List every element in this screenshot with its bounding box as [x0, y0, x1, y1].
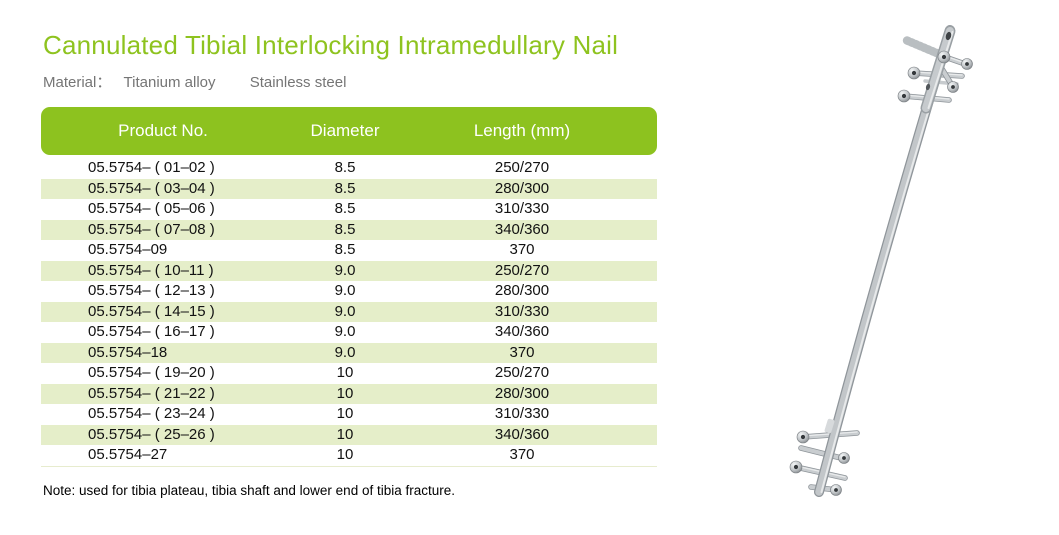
cell-diameter: 9.0 [334, 261, 356, 279]
cell-diameter: 8.5 [334, 159, 356, 176]
cell-diameter: 9.0 [334, 282, 356, 299]
cell-diameter: 8.5 [334, 179, 356, 197]
cell-length: 340/360 [494, 220, 550, 238]
cell-diameter: 9.0 [334, 343, 356, 361]
nail-distal-tab [824, 418, 835, 434]
table-row: 05.5754–27 10 370 [41, 445, 657, 466]
cell-product-no: 05.5754–09 [88, 241, 168, 258]
cell-product-no: 05.5754–27 [88, 446, 168, 463]
cell-length: 370 [509, 241, 535, 258]
cell-product-no: 05.5754– ( 10–11 ) [88, 261, 214, 279]
table-row: 05.5754– ( 14–15 ) 9.0 310/330 [41, 301, 657, 322]
cell-length: 340/360 [494, 425, 550, 443]
table-row: 05.5754– ( 16–17 ) 9.0 340/360 [41, 322, 657, 343]
cell-length: 280/300 [494, 282, 550, 299]
cell-diameter: 10 [336, 364, 354, 381]
nail-shaft [814, 25, 956, 497]
table-row: 05.5754– ( 23–24 ) 10 310/330 [41, 404, 657, 425]
cell-diameter: 9.0 [334, 302, 356, 320]
table-row: 05.5754– ( 05–06 ) 8.5 310/330 [41, 199, 657, 220]
table-header: Product No. Diameter Length (mm) [41, 107, 657, 155]
product-table: Product No. Diameter Length (mm) 05.5754… [41, 107, 657, 467]
cell-product-no: 05.5754– ( 21–22 ) [88, 384, 215, 402]
cell-product-no: 05.5754– ( 01–02 ) [88, 159, 215, 176]
column-header-product-no: Product No. [118, 121, 208, 140]
table-row: 05.5754– ( 19–20 ) 10 250/270 [41, 363, 657, 384]
cell-product-no: 05.5754– ( 16–17 ) [88, 323, 215, 340]
nail-top-cannulation-hole [945, 31, 952, 41]
cell-product-no: 05.5754– ( 14–15 ) [88, 302, 215, 320]
table-row: 05.5754– ( 12–13 ) 9.0 280/300 [41, 281, 657, 302]
cell-product-no: 05.5754–18 [88, 343, 168, 361]
screw-head-sockets [793, 54, 969, 492]
cell-length: 310/330 [494, 405, 550, 422]
cell-length: 280/300 [494, 384, 550, 402]
cell-diameter: 10 [336, 446, 354, 463]
cell-diameter: 10 [336, 425, 354, 443]
table-row: 05.5754– ( 25–26 ) 10 340/360 [41, 424, 657, 445]
table-row: 05.5754– ( 07–08 ) 8.5 340/360 [41, 219, 657, 240]
nail-locking-hole [925, 83, 931, 91]
cell-product-no: 05.5754– ( 23–24 ) [88, 405, 215, 422]
product-photo [740, 0, 1059, 535]
table-row: 05.5754– ( 01–02 ) 8.5 250/270 [41, 158, 657, 179]
cell-product-no: 05.5754– ( 12–13 ) [88, 282, 215, 299]
cell-length: 310/330 [494, 302, 550, 320]
cell-diameter: 8.5 [334, 220, 356, 238]
screw-threads [902, 36, 944, 59]
cell-diameter: 9.0 [334, 323, 356, 340]
nail-illustration [789, 25, 973, 497]
column-header-diameter: Diameter [310, 121, 380, 140]
cell-length: 250/270 [494, 364, 550, 381]
note-text: Note: used for tibia plateau, tibia shaf… [43, 483, 455, 498]
table-row: 05.5754–09 8.5 370 [41, 240, 657, 261]
table-body: 05.5754– ( 01–02 ) 8.5 250/270 05.5754– ( 0… [41, 158, 657, 467]
cell-length: 250/270 [494, 159, 550, 176]
cell-length: 250/270 [494, 261, 550, 279]
material-line: Material： Titanium alloy Stainless steel [43, 71, 346, 92]
cell-length: 370 [509, 446, 535, 463]
table-row: 05.5754– ( 03–04 ) 8.5 280/300 [41, 178, 657, 199]
cell-diameter: 8.5 [334, 241, 356, 258]
cell-product-no: 05.5754– ( 19–20 ) [88, 364, 215, 381]
cell-product-no: 05.5754– ( 07–08 ) [88, 220, 215, 238]
cell-diameter: 10 [336, 405, 354, 422]
cell-length: 310/330 [494, 200, 550, 217]
cell-length: 280/300 [494, 179, 550, 197]
cell-diameter: 8.5 [334, 200, 356, 217]
cell-product-no: 05.5754– ( 03–04 ) [88, 179, 215, 197]
cell-product-no: 05.5754– ( 05–06 ) [88, 200, 215, 217]
cell-length: 370 [509, 343, 535, 361]
table-row: 05.5754– ( 10–11 ) 9.0 250/270 [41, 260, 657, 281]
material-option-titanium: Titanium alloy [123, 74, 216, 91]
table-row: 05.5754–18 9.0 370 [41, 342, 657, 363]
cell-length: 340/360 [494, 323, 550, 340]
cell-product-no: 05.5754– ( 25–26 ) [88, 425, 215, 443]
material-label: Material： [43, 74, 112, 91]
material-option-stainless: Stainless steel [249, 74, 347, 91]
table-row: 05.5754– ( 21–22 ) 10 280/300 [41, 383, 657, 404]
column-header-length: Length (mm) [473, 121, 571, 140]
page-title: Cannulated Tibial Interlocking Intramedu… [43, 30, 619, 60]
cell-diameter: 10 [336, 384, 354, 402]
